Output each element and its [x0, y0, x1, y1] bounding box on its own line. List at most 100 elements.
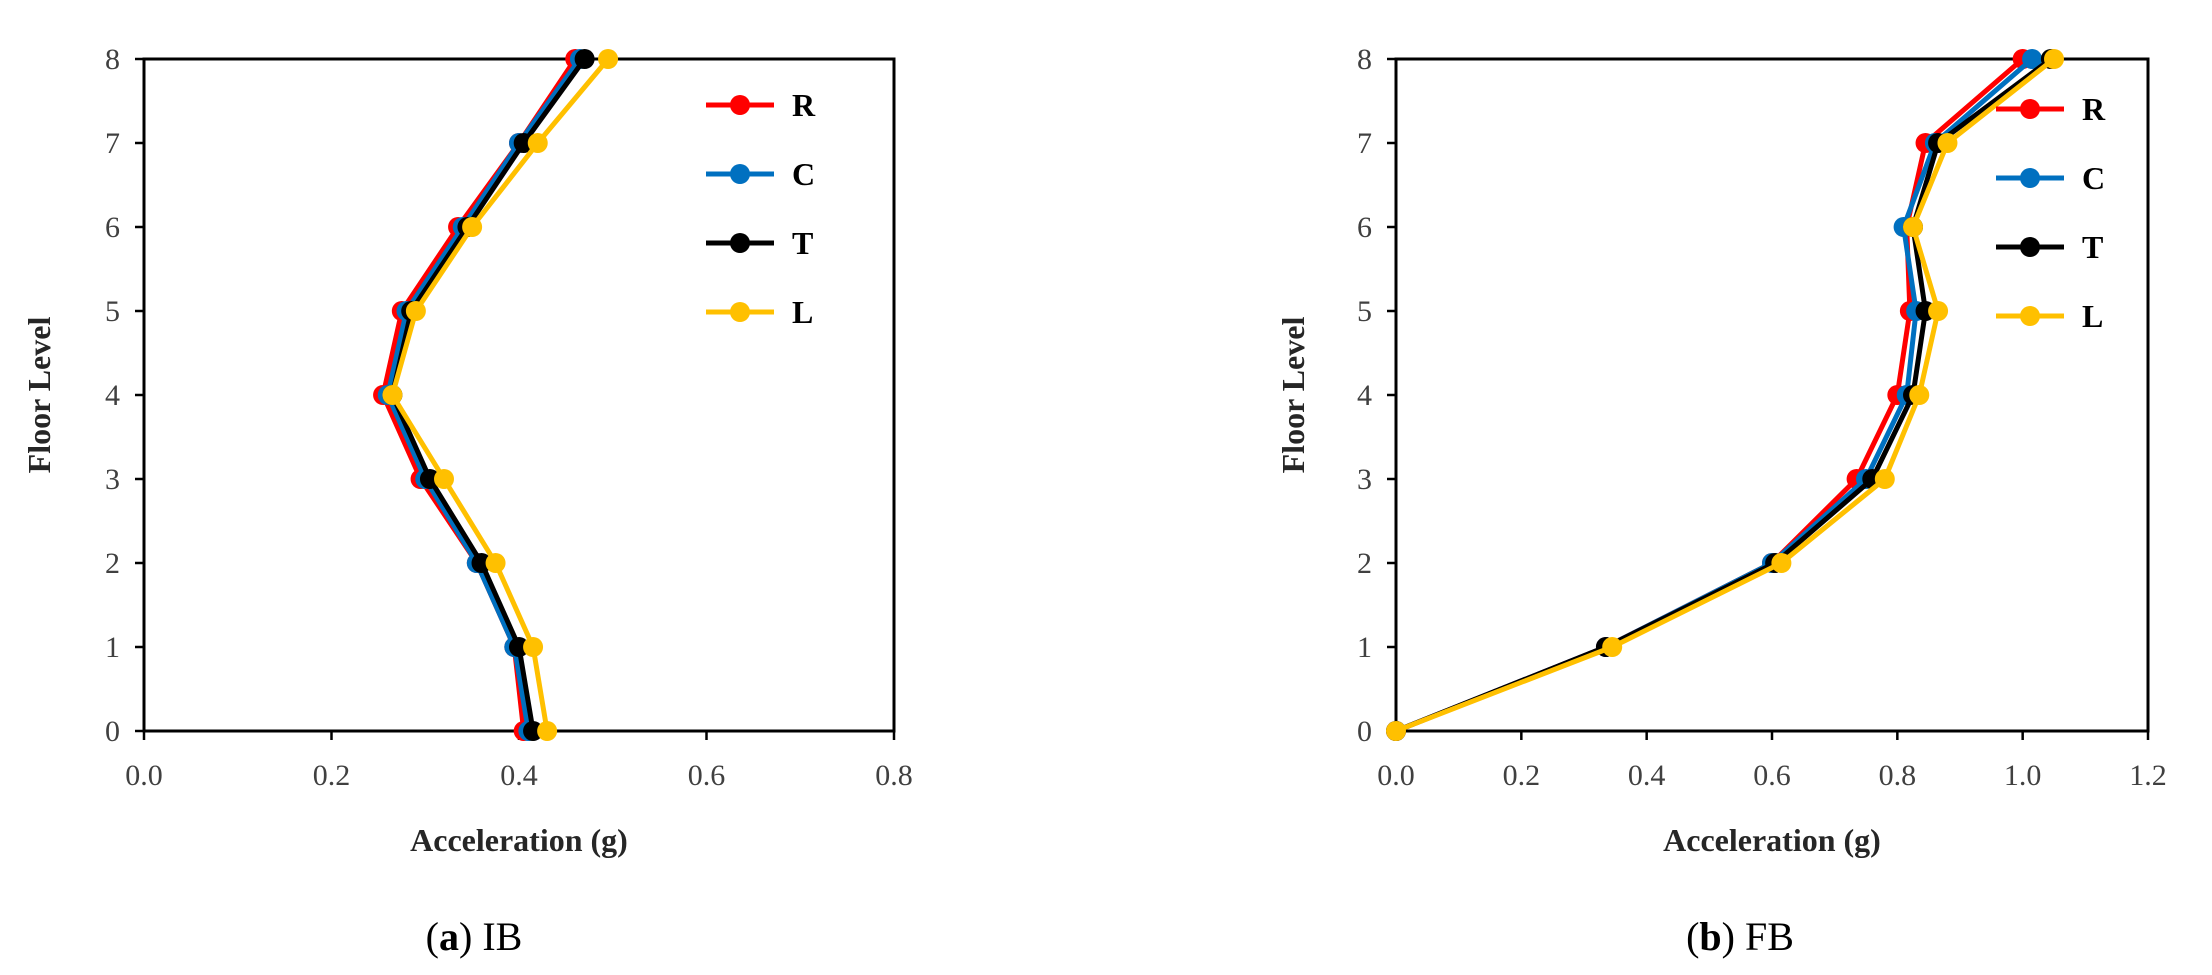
- y-tick-label: 7: [1357, 127, 1372, 160]
- data-point-l: [523, 637, 544, 657]
- data-point-l: [434, 469, 454, 489]
- legend-swatch-marker: [2020, 168, 2040, 188]
- data-point-l: [1386, 721, 1406, 741]
- y-tick-label: 8: [1357, 43, 1372, 76]
- caption-close: ): [459, 914, 472, 959]
- data-point-t: [574, 49, 595, 69]
- x-tick-label: 0.4: [500, 759, 538, 792]
- y-tick-label: 2: [1357, 547, 1372, 580]
- data-point-l: [2044, 49, 2064, 69]
- data-point-l: [1903, 217, 1923, 237]
- legend-label: L: [2082, 298, 2103, 334]
- x-axis: 0.0 0.2 0.4 0.6 0.8 1.0 1.2: [1377, 731, 2167, 792]
- y-tick-label: 1: [105, 631, 120, 664]
- data-point-l: [527, 133, 548, 153]
- legend-item-t: T: [1996, 229, 2103, 265]
- legend-label: C: [792, 156, 815, 192]
- caption-open: (: [1686, 914, 1699, 959]
- y-tick-label: 0: [1357, 715, 1372, 748]
- caption-letter: b: [1699, 914, 1721, 959]
- legend-label: C: [2082, 160, 2105, 196]
- legend-item-r: R: [1996, 91, 2106, 127]
- y-tick-label: 3: [1357, 463, 1372, 496]
- legend-label: R: [2082, 91, 2106, 127]
- y-tick-label: 0: [105, 715, 120, 748]
- x-tick-label: 0.8: [1879, 759, 1917, 792]
- caption-close: ): [1722, 914, 1735, 959]
- data-point-t: [513, 133, 534, 153]
- legend-item-c: C: [706, 156, 815, 192]
- data-point-l: [1928, 301, 1949, 321]
- legend-item-l: L: [706, 294, 813, 330]
- data-point-t: [419, 469, 440, 489]
- caption-open: (: [426, 914, 439, 959]
- y-tick-label: 5: [1357, 295, 1372, 328]
- data-point-l: [1874, 469, 1895, 489]
- y-tick-label: 2: [105, 547, 120, 580]
- x-tick-label: 1.2: [2129, 759, 2167, 792]
- x-tick-label: 1.0: [2004, 759, 2042, 792]
- series-l: [1386, 49, 2064, 741]
- legend-label: T: [2082, 229, 2103, 265]
- legend-swatch-marker: [730, 95, 750, 115]
- data-point-t: [509, 637, 529, 657]
- legend-label: T: [792, 225, 813, 261]
- y-tick-label: 6: [105, 211, 120, 244]
- data-point-c: [2022, 49, 2043, 69]
- data-point-l: [1602, 637, 1623, 657]
- data-point-l: [598, 49, 619, 69]
- x-tick-label: 0.4: [1628, 759, 1666, 792]
- data-point-l: [1909, 385, 1930, 405]
- data-point-l: [485, 553, 506, 573]
- legend-item-c: C: [1996, 160, 2105, 196]
- data-point-l: [405, 301, 426, 321]
- x-tick-label: 0.2: [1503, 759, 1541, 792]
- legend-swatch-marker: [2020, 99, 2040, 119]
- legend-label: R: [792, 87, 816, 123]
- legend-swatch-marker: [2020, 237, 2040, 257]
- y-axis-title: Floor Level: [1275, 317, 1311, 474]
- y-tick-label: 5: [105, 295, 120, 328]
- caption-text: FB: [1735, 914, 1794, 959]
- y-tick-label: 6: [1357, 211, 1372, 244]
- x-tick-label: 0.6: [1753, 759, 1791, 792]
- caption-letter: a: [439, 914, 459, 959]
- data-point-l: [537, 721, 558, 741]
- x-axis: 0.0 0.2 0.4 0.6 0.8: [125, 731, 913, 792]
- data-point-l: [462, 217, 483, 237]
- data-point-l: [382, 385, 403, 405]
- x-tick-label: 0.0: [125, 759, 163, 792]
- y-axis-title: Floor Level: [21, 317, 57, 474]
- y-tick-label: 7: [105, 127, 120, 160]
- chart-a-ib: 0 1 2 3 4 5 6 7 8 0.0 0.2 0.4 0.6 0.8 Acceleration (g)…: [21, 43, 913, 959]
- legend-item-t: T: [706, 225, 813, 261]
- chart-b-fb: 0 1 2 3 4 5 6 7 8 0.0 0.2 0.4 0.6 0.8 1.0 1.2 Accelerati…: [1275, 43, 2167, 959]
- legend-item-r: R: [706, 87, 816, 123]
- data-point-t: [471, 553, 492, 573]
- legend-swatch-marker: [730, 233, 750, 253]
- y-tick-label: 8: [105, 43, 120, 76]
- legend-item-l: L: [1996, 298, 2103, 334]
- chart-caption: (a) IB: [426, 914, 523, 959]
- x-tick-label: 0.0: [1377, 759, 1415, 792]
- data-point-l: [1937, 133, 1958, 153]
- y-axis: 0 1 2 3 4 5 6 7 8: [105, 43, 144, 748]
- data-point-l: [1771, 553, 1792, 573]
- series-l: [382, 49, 619, 741]
- y-tick-label: 4: [1357, 379, 1372, 412]
- legend-swatch-marker: [2020, 306, 2040, 326]
- caption-text: IB: [472, 914, 522, 959]
- chart-caption: (b) FB: [1686, 914, 1794, 959]
- legend-label: L: [792, 294, 813, 330]
- y-tick-label: 1: [1357, 631, 1372, 664]
- legend-swatch-marker: [730, 164, 750, 184]
- y-tick-label: 3: [105, 463, 120, 496]
- plot-area-frame: [142, 57, 896, 733]
- y-tick-label: 4: [105, 379, 120, 412]
- legend-swatch-marker: [730, 302, 750, 322]
- plot-area-frame: [1394, 57, 2150, 733]
- x-tick-label: 0.6: [688, 759, 726, 792]
